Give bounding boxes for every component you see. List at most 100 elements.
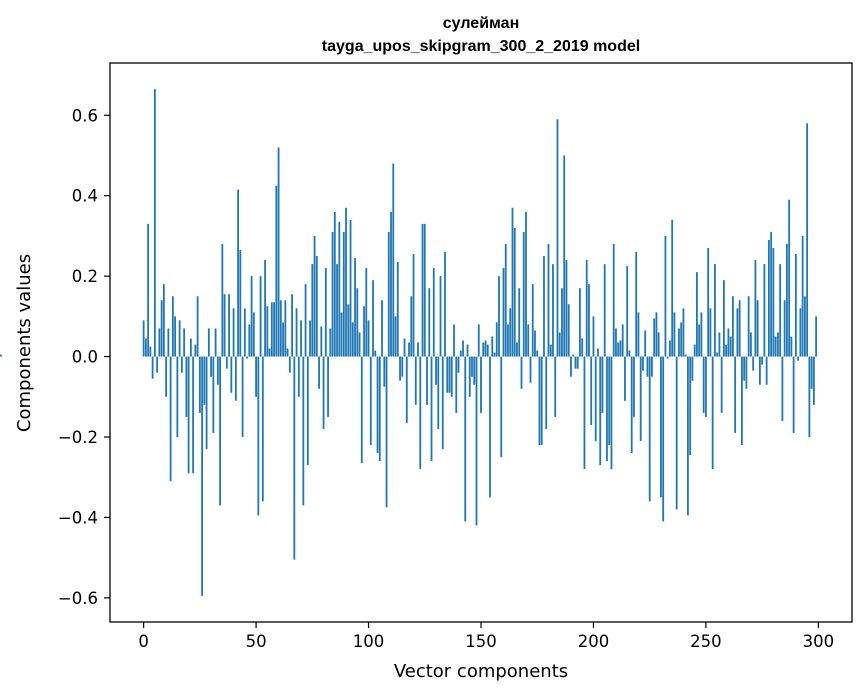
bar-181: [549, 344, 552, 357]
bar-263: [734, 356, 737, 433]
bar-106: [381, 300, 383, 357]
bar-226: [651, 356, 653, 377]
bar-100: [367, 320, 370, 357]
bar-75: [311, 264, 314, 357]
bar-275: [761, 356, 764, 365]
bar-4: [151, 356, 154, 379]
bar-155: [491, 336, 494, 357]
bar-293: [801, 235, 804, 357]
bar-298: [812, 356, 815, 405]
bar-127: [428, 288, 431, 357]
bar-277: [765, 356, 768, 385]
bar-57: [270, 302, 273, 357]
bar-140: [457, 356, 460, 373]
bar-213: [621, 324, 624, 357]
x-axis-ticks: 0 50 100 150 200 250 300: [138, 622, 834, 651]
bar-266: [741, 356, 743, 446]
bar-96: [358, 332, 361, 357]
bar-43: [239, 250, 242, 357]
y-tick-label: 0.0: [72, 348, 98, 367]
x-tick-label: 0: [138, 632, 149, 651]
bar-41: [234, 356, 237, 401]
bar-262: [732, 296, 734, 357]
bar-136: [448, 356, 451, 393]
bar-119: [410, 296, 413, 357]
bar-21: [189, 338, 192, 357]
bar-72: [304, 284, 307, 357]
bar-246: [696, 272, 698, 357]
bar-22: [192, 356, 195, 474]
bar-65: [288, 356, 291, 373]
bar-228: [655, 312, 658, 357]
bar-180: [547, 243, 550, 357]
bar-122: [417, 342, 419, 357]
bar-42: [237, 189, 239, 357]
x-tick-label: 150: [465, 632, 497, 651]
bar-202: [597, 348, 599, 357]
bar-254: [714, 264, 716, 357]
bar-184: [556, 119, 559, 357]
y-tick-label: −0.4: [58, 508, 98, 527]
bar-175: [536, 350, 539, 357]
bar-66: [291, 294, 293, 357]
bar-137: [450, 356, 453, 397]
bar-268: [745, 356, 748, 389]
bar-87: [338, 221, 341, 357]
bar-198: [588, 284, 590, 357]
bar-24: [196, 296, 199, 357]
bar-54: [264, 260, 266, 357]
bar-45: [243, 308, 246, 357]
bar-85: [333, 211, 336, 357]
bar-142: [462, 340, 464, 357]
bar-174: [534, 330, 536, 357]
bar-163: [509, 308, 512, 357]
bar-289: [792, 356, 795, 433]
bar-101: [369, 356, 372, 446]
bar-167: [518, 288, 521, 357]
bar-227: [653, 318, 656, 357]
bar-126: [426, 356, 428, 405]
bar-16: [178, 320, 181, 357]
bars-group: [0, 89, 818, 596]
bar-25: [198, 356, 201, 413]
bar-292: [799, 308, 802, 357]
bar-224: [646, 356, 649, 377]
bar-164: [511, 207, 514, 357]
bar-97: [360, 356, 363, 464]
y-tick-label: 0.2: [72, 267, 98, 286]
bar-259: [725, 344, 728, 357]
bar-111: [392, 163, 395, 357]
bar-67: [293, 356, 296, 560]
bar-250: [705, 356, 707, 417]
chart-title-line1: сулейман: [443, 15, 519, 32]
bar-287: [788, 199, 791, 357]
bar-149: [477, 324, 480, 357]
bar-102: [372, 280, 374, 357]
bar-108: [385, 356, 388, 508]
plot-frame: [109, 62, 853, 623]
bar-95: [356, 288, 359, 357]
bar-58: [273, 302, 275, 357]
bar-154: [489, 356, 491, 498]
bar-261: [729, 336, 732, 357]
bar-55: [266, 306, 269, 357]
bar-252: [709, 308, 712, 357]
bar-282: [776, 332, 779, 357]
bar-78: [318, 356, 320, 389]
bar-83: [329, 328, 332, 357]
bar-281: [774, 336, 777, 357]
bar-32: [214, 328, 217, 357]
bar-40: [232, 308, 235, 357]
bar-31: [212, 356, 215, 433]
x-tick-label: 200: [578, 632, 610, 651]
bar-62: [282, 322, 284, 357]
bar-231: [662, 356, 665, 522]
bar-161: [504, 243, 507, 357]
bar-146: [471, 356, 473, 377]
bar-286: [785, 243, 788, 357]
bar-133: [441, 356, 444, 450]
bar-76: [313, 235, 316, 357]
bar-125: [423, 223, 426, 357]
bar-217: [630, 356, 633, 454]
bar-121: [414, 356, 417, 405]
